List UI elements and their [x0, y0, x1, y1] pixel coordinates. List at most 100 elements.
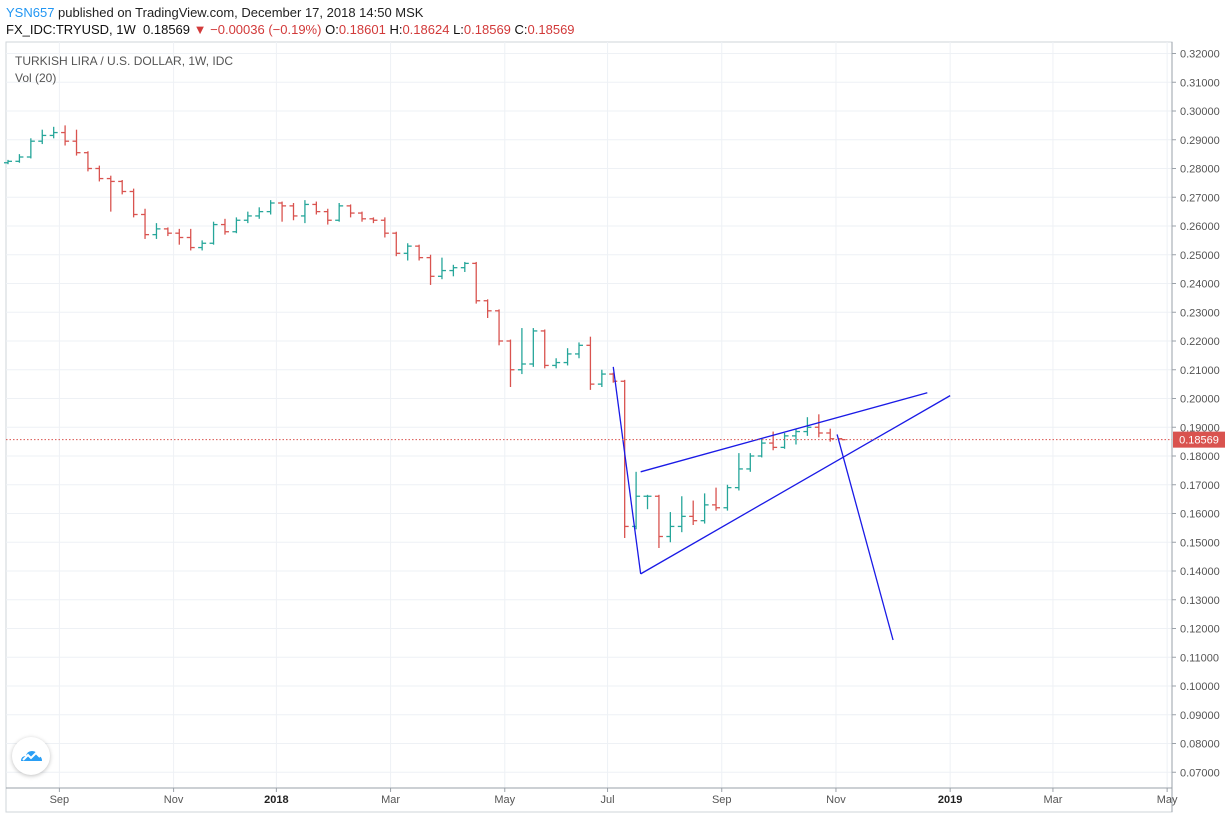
high-value: 0.18624: [402, 22, 450, 37]
ohlc-bar: [83, 151, 92, 172]
ohlc-bar: [243, 211, 252, 224]
y-tick-label: 0.09000: [1180, 710, 1220, 722]
low-value: 0.18569: [463, 22, 511, 37]
tradingview-cloud-icon[interactable]: [12, 737, 50, 775]
open-value: 0.18601: [338, 22, 386, 37]
axes: 0.32000 0.31000 0.30000 0.29000 0.28000 0.270…: [6, 42, 1220, 812]
ohlc-bar: [723, 484, 732, 511]
ohlc-bar: [666, 512, 675, 543]
ohlc-bar: [49, 126, 58, 139]
ohlc-bar: [4, 159, 12, 165]
ohlc-bar: [483, 299, 492, 318]
ohlc-bar: [72, 129, 81, 156]
y-tick-label: 0.16000: [1180, 509, 1220, 521]
x-tick-label: Jul: [601, 794, 615, 806]
ohlc-bar: [232, 217, 241, 234]
ohlc-bar: [689, 500, 698, 525]
close-value: 0.18569: [527, 22, 575, 37]
y-tick-label: 0.14000: [1180, 566, 1220, 578]
trend-line[interactable]: [836, 434, 894, 641]
ohlc-bar: [26, 138, 35, 159]
ohlc-bar: [677, 496, 686, 533]
trend-line[interactable]: [640, 392, 928, 473]
ohlc-bar: [175, 228, 184, 245]
y-tick-label: 0.11000: [1180, 652, 1219, 664]
last-price-badge: [1173, 431, 1225, 448]
ohlc-bar: [575, 342, 583, 359]
grid: [5, 41, 1173, 813]
ohlc-bar: [300, 200, 309, 224]
ohlc-bar: [609, 372, 618, 383]
ohlc-bar: [449, 264, 458, 277]
y-tick-label: 0.23000: [1180, 307, 1220, 319]
ohlc-bar: [129, 188, 138, 218]
series-legend-title[interactable]: TURKISH LIRA / U.S. DOLLAR, 1W, IDC: [15, 54, 234, 68]
ohlc-bar: [495, 309, 504, 346]
ohlc-bar: [780, 433, 789, 449]
x-tick-label: Sep: [712, 794, 732, 806]
high-label: H:: [389, 22, 403, 37]
ohlc-bar: [700, 493, 709, 524]
open-label: O:: [325, 22, 339, 37]
y-tick-label: 0.30000: [1180, 106, 1220, 118]
y-tick-label: 0.21000: [1180, 365, 1220, 377]
ohlc-bar: [643, 494, 652, 510]
ohlc-bar: [620, 379, 629, 538]
ohlc-bar: [346, 204, 355, 218]
author-link[interactable]: YSN657: [6, 5, 55, 20]
trend-drawings[interactable]: [612, 366, 951, 641]
x-tick-label: 2019: [938, 794, 962, 806]
x-tick-label: May: [1157, 794, 1178, 806]
low-label: L:: [453, 22, 464, 37]
y-tick-label: 0.29000: [1180, 135, 1220, 147]
last-price-marker: 0.18569: [6, 431, 1225, 448]
ohlc-bar: [266, 200, 275, 215]
trend-line[interactable]: [612, 366, 642, 574]
ohlc-bar: [540, 329, 549, 369]
y-tick-label: 0.07000: [1180, 767, 1220, 779]
y-tick-label: 0.26000: [1180, 221, 1220, 233]
ohlc-bar: [814, 414, 823, 438]
ohlc-bar: [255, 207, 264, 219]
ohlc-bar: [38, 129, 47, 145]
ohlc-bar: [106, 175, 115, 212]
x-tick-label: 2018: [264, 794, 288, 806]
symbol-label: FX_IDC:TRYUSD, 1W: [6, 22, 136, 37]
ohlc-bar: [586, 336, 595, 390]
y-tick-label: 0.20000: [1180, 394, 1220, 406]
ohlc-bar: [506, 339, 515, 387]
y-tick-label: 0.28000: [1180, 164, 1220, 176]
x-tick-label: Mar: [381, 794, 400, 806]
ohlc-bar: [118, 180, 127, 195]
ohlc-bar: [289, 203, 298, 221]
ohlc-bar: [552, 358, 561, 369]
x-tick-label: Mar: [1043, 794, 1062, 806]
ohlc-bar: [563, 348, 572, 366]
last-price-label: 0.18569: [1179, 435, 1219, 447]
ohlc-bar: [597, 369, 606, 387]
ohlc-bar: [460, 261, 469, 272]
ohlc-header: FX_IDC:TRYUSD, 1W 0.18569 ▼ −0.00036 (−0…: [6, 22, 575, 37]
y-tick-label: 0.08000: [1180, 739, 1220, 751]
ohlc-bar: [61, 125, 70, 146]
y-tick-label: 0.10000: [1180, 681, 1220, 693]
ohlc-bar: [369, 217, 378, 224]
y-tick-label: 0.24000: [1180, 279, 1220, 291]
y-tick-label: 0.25000: [1180, 250, 1220, 262]
ohlc-bar: [426, 254, 435, 285]
ohlc-bar: [472, 261, 481, 304]
ohlc-bar: [163, 227, 172, 237]
x-tick-label: Nov: [826, 794, 846, 806]
y-tick-label: 0.19000: [1180, 422, 1220, 434]
trend-line[interactable]: [640, 395, 951, 575]
ohlc-bar: [734, 453, 743, 491]
volume-legend[interactable]: Vol (20): [15, 71, 57, 85]
y-tick-label: 0.31000: [1180, 77, 1220, 89]
ohlc-bar: [712, 487, 721, 511]
close-label: C:: [514, 22, 528, 37]
ohlc-bar: [209, 221, 218, 245]
ohlc-bar: [791, 428, 800, 445]
y-tick-label: 0.27000: [1180, 192, 1220, 204]
ohlc-bar: [323, 208, 332, 225]
